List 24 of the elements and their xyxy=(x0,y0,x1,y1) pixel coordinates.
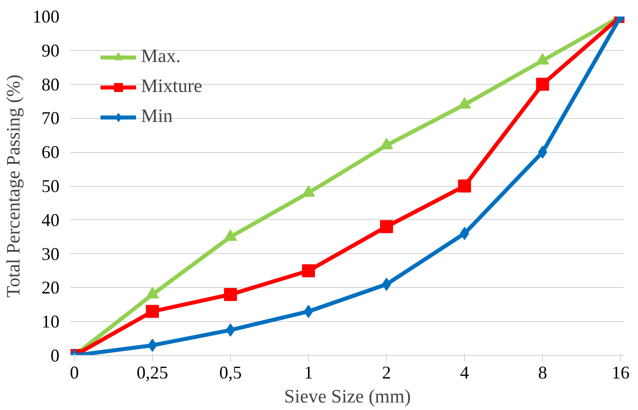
x-tick-label: 16 xyxy=(612,362,630,382)
y-tick-label: 30 xyxy=(42,244,60,264)
y-tick-label: 70 xyxy=(42,108,60,128)
legend-label: Mixture xyxy=(141,76,202,98)
y-tick-label: 40 xyxy=(42,210,60,230)
x-axis-title: Sieve Size (mm) xyxy=(284,386,411,408)
x-tick-label: 1 xyxy=(304,362,313,382)
y-tick-label: 20 xyxy=(42,278,60,298)
y-axis-title: Total Percentage Passing (%) xyxy=(4,74,24,298)
y-tick-label: 90 xyxy=(42,40,60,60)
x-tick-label: 4 xyxy=(460,362,470,382)
y-tick-label: 100 xyxy=(32,6,60,26)
x-tick-label: 0 xyxy=(70,362,79,382)
legend-label: Max. xyxy=(141,46,181,68)
x-tick-label: 0,5 xyxy=(219,362,242,382)
y-tick-label: 10 xyxy=(42,312,60,332)
x-tick-label: 0,25 xyxy=(136,362,168,382)
y-tick-label: 60 xyxy=(42,142,60,162)
x-tick-label: 8 xyxy=(538,362,548,382)
legend-label: Min xyxy=(141,106,173,128)
y-tick-label: 50 xyxy=(42,176,60,196)
y-tick-label: 80 xyxy=(42,74,60,94)
y-tick-label: 0 xyxy=(50,346,60,366)
x-tick-label: 2 xyxy=(382,362,392,382)
